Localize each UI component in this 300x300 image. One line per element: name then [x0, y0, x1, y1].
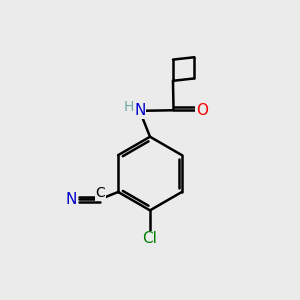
Text: O: O [196, 103, 208, 118]
Text: N: N [66, 192, 77, 207]
Text: Cl: Cl [142, 231, 158, 246]
Text: C: C [96, 186, 105, 200]
Text: N: N [134, 103, 146, 118]
Text: H: H [123, 100, 134, 114]
